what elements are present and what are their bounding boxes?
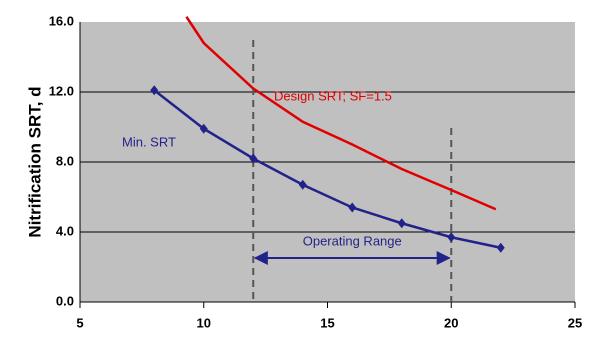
y-tick-label: 0.0 [56,293,74,308]
data-point [298,179,307,190]
x-tick-label: 20 [444,315,458,330]
data-point [397,218,406,229]
y-tick-label: 4.0 [56,223,74,238]
series-line [153,89,502,249]
x-tick-label: 10 [197,315,211,330]
x-tick-label: 25 [568,315,582,330]
y-tick-label: 8.0 [56,153,74,168]
series-label: Design SRT; SF=1.5 [274,88,392,103]
range-label: Operating Range [303,233,402,248]
series-label: Min. SRT [122,134,176,149]
data-point [447,232,456,243]
data-point [496,242,505,253]
x-tick-label: 15 [320,315,334,330]
y-tick-label: 12.0 [49,83,74,98]
data-point [249,153,258,164]
y-axis-title: Nitrification SRT, d [25,86,44,237]
data-point [348,202,357,213]
series-line [185,16,497,211]
y-tick-label: 16.0 [49,13,74,28]
data-point [150,85,159,96]
data-point [199,123,208,134]
x-tick-label: 5 [76,315,83,330]
